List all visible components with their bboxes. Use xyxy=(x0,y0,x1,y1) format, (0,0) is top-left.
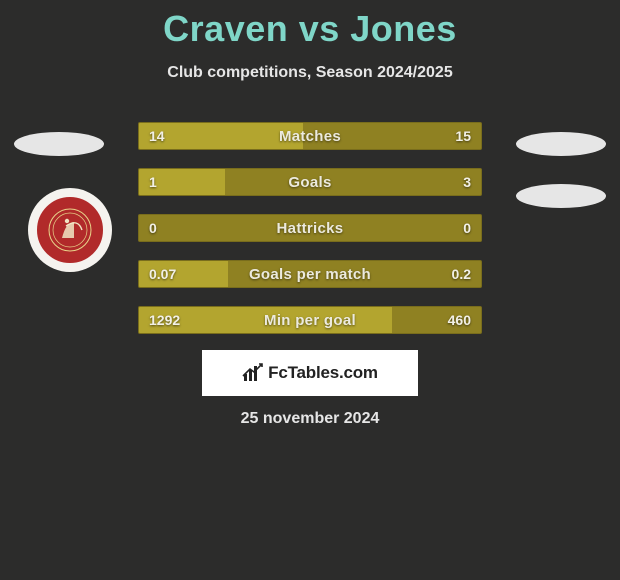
stat-label: Hattricks xyxy=(139,215,481,241)
stat-label: Matches xyxy=(139,123,481,149)
player-left-placeholder xyxy=(14,132,104,156)
stat-label: Goals per match xyxy=(139,261,481,287)
player-right-placeholder-2 xyxy=(516,184,606,208)
comparison-area: 14Matches15 1Goals3 0Hattricks0 0.07Goals p… xyxy=(0,110,620,340)
date-label: 25 november 2024 xyxy=(0,410,620,428)
stat-bar-row: 0.07Goals per match0.2 xyxy=(138,260,482,288)
source-logo: FcTables.com xyxy=(202,350,418,396)
club-badge-left xyxy=(28,188,112,272)
club-badge-left-inner xyxy=(37,197,103,263)
stat-right-value: 3 xyxy=(453,169,481,195)
bar-chart-icon xyxy=(242,362,264,384)
archer-icon xyxy=(48,208,92,252)
subtitle: Club competitions, Season 2024/2025 xyxy=(0,64,620,82)
stat-label: Min per goal xyxy=(139,307,481,333)
player-right-placeholder-1 xyxy=(516,132,606,156)
stat-bars: 14Matches15 1Goals3 0Hattricks0 0.07Goals p… xyxy=(138,122,482,352)
stat-bar-row: 14Matches15 xyxy=(138,122,482,150)
stat-bar-row: 0Hattricks0 xyxy=(138,214,482,242)
stat-bar-row: 1Goals3 xyxy=(138,168,482,196)
source-brand-text: FcTables.com xyxy=(268,363,378,383)
stat-label: Goals xyxy=(139,169,481,195)
stat-right-value: 15 xyxy=(445,123,481,149)
stat-bar-row: 1292Min per goal460 xyxy=(138,306,482,334)
stat-right-value: 0.2 xyxy=(442,261,481,287)
page-title: Craven vs Jones xyxy=(0,0,620,50)
stat-right-value: 460 xyxy=(438,307,481,333)
stat-right-value: 0 xyxy=(453,215,481,241)
